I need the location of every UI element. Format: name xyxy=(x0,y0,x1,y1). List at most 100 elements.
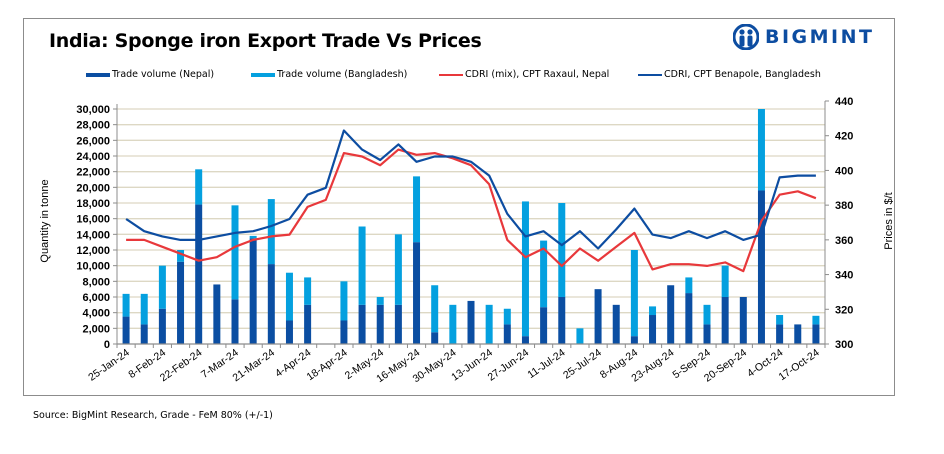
bar-nepal xyxy=(739,297,747,344)
bar-nepal xyxy=(431,332,439,344)
bar-bangladesh xyxy=(703,304,711,325)
bar-bangladesh xyxy=(231,205,239,300)
bar-bangladesh xyxy=(285,272,293,321)
legend-swatch-benapole xyxy=(638,73,662,76)
x-tick-label: 25-Jan-24 xyxy=(86,347,132,384)
bar-bangladesh xyxy=(757,109,765,191)
bar-bangladesh xyxy=(358,226,366,305)
bar-bangladesh xyxy=(304,277,312,305)
x-tick-label: 17-Oct-24 xyxy=(777,347,822,384)
bar-bangladesh xyxy=(195,169,203,205)
legend-swatch-bangladesh xyxy=(251,72,275,77)
y-tick-label: 20,000 xyxy=(76,182,110,194)
bars xyxy=(122,109,820,344)
bar-bangladesh xyxy=(558,203,566,297)
bar-nepal xyxy=(267,264,275,344)
bar-bangladesh xyxy=(158,265,166,309)
bar-nepal xyxy=(721,297,729,344)
bar-nepal xyxy=(285,320,293,344)
bar-nepal xyxy=(158,308,166,344)
y2-tick-label: 300 xyxy=(835,339,853,351)
bar-bangladesh xyxy=(413,176,421,243)
bar-nepal xyxy=(413,242,421,344)
bar-bangladesh xyxy=(540,240,548,308)
legend-label: CDRI (mix), CPT Raxaul, Nepal xyxy=(465,69,610,80)
bar-nepal xyxy=(140,324,148,344)
bar-nepal xyxy=(630,336,638,344)
bar-bangladesh xyxy=(140,293,148,325)
legend-swatch-nepal xyxy=(86,72,110,77)
y-tick-label: 14,000 xyxy=(76,229,110,241)
chart-legend: Trade volume (Nepal) Trade volume (Bangl… xyxy=(0,69,944,83)
bar-nepal xyxy=(177,261,185,344)
bar-bangladesh xyxy=(394,234,402,305)
y2-tick-label: 340 xyxy=(835,270,853,282)
x-tick-label: 11-Jul-24 xyxy=(525,347,567,382)
chart-title: India: Sponge iron Export Trade Vs Price… xyxy=(49,30,482,52)
x-tick-label: 18-Apr-24 xyxy=(305,347,350,384)
bar-nepal xyxy=(358,304,366,344)
bar-bangladesh xyxy=(485,304,493,344)
y-tick-label: 30,000 xyxy=(76,104,110,116)
bar-bangladesh xyxy=(376,297,384,305)
y2-tick-label: 440 xyxy=(835,96,853,108)
bar-bangladesh xyxy=(503,308,511,325)
x-tick-label: 27-Jun-24 xyxy=(486,347,532,384)
y2-tick-label: 320 xyxy=(835,304,853,316)
bigmint-logo: BIGMINT xyxy=(733,24,875,50)
y-tick-label: 28,000 xyxy=(76,120,110,132)
bar-nepal xyxy=(776,324,784,344)
bar-nepal xyxy=(249,238,257,344)
logo-text: BIGMINT xyxy=(765,26,875,48)
bar-nepal xyxy=(667,285,675,344)
legend-item-raxaul-price: CDRI (mix), CPT Raxaul, Nepal xyxy=(439,69,609,80)
legend-label: Trade volume (Nepal) xyxy=(112,69,215,80)
y2-axis-title: Prices in $/t xyxy=(883,192,895,249)
bar-nepal xyxy=(195,204,203,344)
bar-nepal xyxy=(376,304,384,344)
legend-label: Trade volume (Bangladesh) xyxy=(277,69,408,80)
bar-bangladesh xyxy=(521,201,529,337)
bar-nepal xyxy=(558,297,566,344)
y2-tick-label: 380 xyxy=(835,200,853,212)
y-tick-label: 22,000 xyxy=(76,167,110,179)
bar-bangladesh xyxy=(249,235,257,239)
bar-nepal xyxy=(521,336,529,344)
gridlines xyxy=(117,108,825,329)
y-tick-label: 12,000 xyxy=(76,245,110,257)
bar-nepal xyxy=(467,300,475,344)
bar-nepal xyxy=(213,284,221,344)
bar-bangladesh xyxy=(776,315,784,325)
legend-swatch-raxaul xyxy=(439,73,463,76)
bar-nepal xyxy=(231,299,239,344)
chart-panel xyxy=(23,18,895,396)
y-tick-label: 4,000 xyxy=(82,308,110,320)
legend-item-benapole-price: CDRI, CPT Benapole, Bangladesh xyxy=(638,69,821,80)
y-tick-label: 10,000 xyxy=(76,261,110,273)
y-tick-label: 26,000 xyxy=(76,135,110,147)
bar-bangladesh xyxy=(177,250,185,262)
bar-bangladesh xyxy=(812,315,820,325)
bar-bangladesh xyxy=(630,250,638,337)
y-tick-label: 16,000 xyxy=(76,214,110,226)
bar-bangladesh xyxy=(431,285,439,333)
bar-nepal xyxy=(594,289,602,344)
bar-nepal xyxy=(122,316,130,344)
y-tick-label: 2,000 xyxy=(82,323,110,335)
bar-nepal xyxy=(649,315,657,344)
bar-bangladesh xyxy=(449,304,457,344)
bar-nepal xyxy=(685,293,693,344)
bar-nepal xyxy=(540,307,548,344)
y-tick-label: 0 xyxy=(104,339,110,351)
line-raxaul-price xyxy=(126,148,817,273)
bar-bangladesh xyxy=(340,281,348,321)
y2-tick-label: 400 xyxy=(835,165,853,177)
bar-nepal xyxy=(812,324,820,344)
bar-nepal xyxy=(612,304,620,344)
y2-tick-label: 360 xyxy=(835,235,853,247)
bigmint-people-icon xyxy=(733,24,759,50)
bar-nepal xyxy=(340,320,348,344)
y-tick-label: 8,000 xyxy=(82,276,110,288)
y-tick-label: 18,000 xyxy=(76,198,110,210)
